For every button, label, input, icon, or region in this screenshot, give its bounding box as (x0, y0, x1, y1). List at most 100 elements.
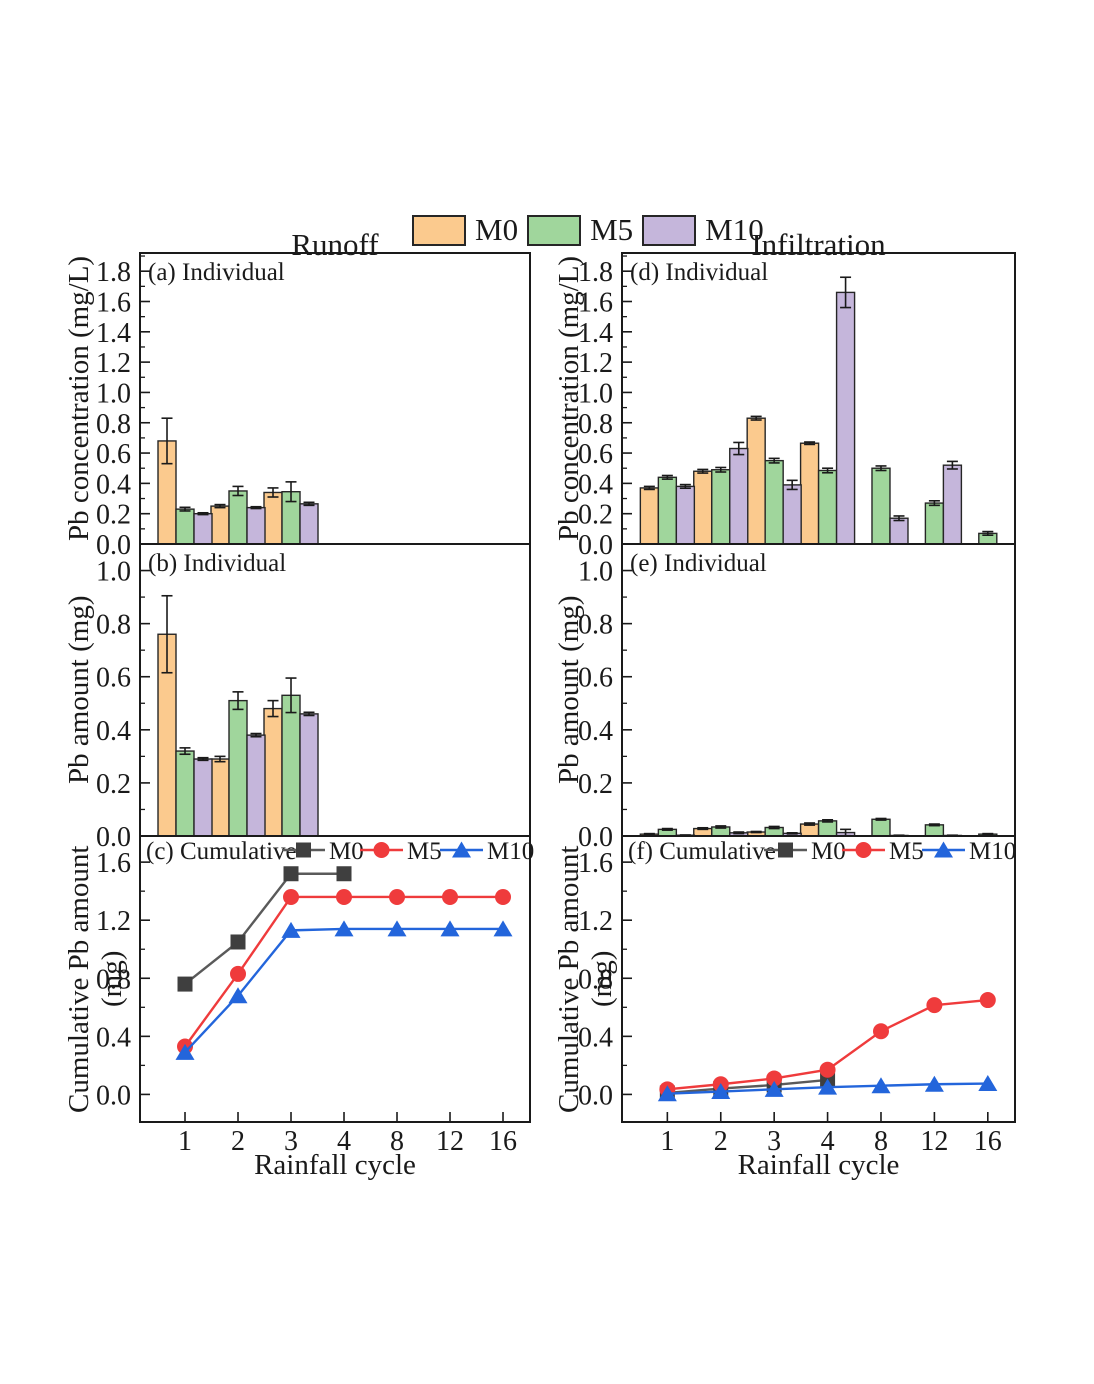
bar-m10-cycle-1 (193, 758, 213, 837)
marker-m5 (283, 888, 300, 905)
y-axis-title-b: Pb amount (mg) (63, 595, 95, 785)
y-tick-label-d: 1.6 (578, 288, 613, 319)
bar-m5-cycle-8 (871, 818, 891, 837)
bar-m10-cycle-2 (246, 734, 266, 837)
y-axis-title-c: Cumulative Pb amount (mg) (63, 845, 128, 1113)
y-tick-label-e: 0.4 (578, 716, 613, 747)
x-tick-label: 2 (231, 1126, 245, 1157)
legend-label-m5: M5 (407, 838, 442, 865)
y-tick-label-d: 1.2 (578, 348, 613, 379)
bar-m10-cycle-3 (299, 713, 319, 837)
y-tick-label-a: 1.4 (96, 318, 131, 349)
x-axis-title-infiltration: Rainfall cycle (737, 1149, 900, 1181)
x-tick-label: 1 (178, 1126, 192, 1157)
y-tick-label-c: 0.4 (96, 1022, 131, 1053)
y-tick-label-f: 1.2 (578, 906, 613, 937)
legend-marker-m0 (296, 842, 311, 858)
marker-m5 (336, 888, 353, 905)
x-tick-label: 12 (436, 1126, 464, 1157)
y-tick-label-a: 0.2 (96, 500, 131, 531)
marker-m5 (442, 888, 459, 905)
y-tick-label-f: 1.6 (578, 848, 613, 879)
x-tick-label: 3 (284, 1126, 298, 1157)
y-tick-label-e: 1.0 (578, 557, 613, 588)
y-tick-label-e: 0.2 (578, 769, 613, 800)
x-tick-label: 4 (337, 1126, 351, 1157)
y-tick-label-d: 1.8 (578, 257, 613, 288)
marker-m5 (926, 997, 943, 1014)
panel-b-label: (b) Individual (148, 550, 286, 577)
bar-m10-cycle-8 (889, 517, 909, 545)
bar-m5-cycle-1 (657, 476, 678, 545)
legend-swatch-m5 (527, 214, 582, 246)
panel-d-label: (d) Individual (630, 259, 768, 286)
bar-m0-cycle-3 (263, 491, 283, 545)
bar-m0-cycle-3 (263, 707, 283, 837)
panel-f-label: (f) Cumulative (628, 838, 776, 865)
bar-m10-cycle-2 (246, 506, 266, 545)
y-tick-label-b: 0.8 (96, 610, 131, 641)
x-tick-label: 8 (390, 1126, 404, 1157)
marker-m10 (871, 1077, 891, 1094)
y-axis-title-a: Pb concentration (mg/L) (63, 255, 95, 542)
x-tick-label: 16 (489, 1126, 517, 1157)
y-tick-label-d: 0.4 (578, 469, 613, 500)
y-axis-title-e: Pb amount (mg) (553, 595, 585, 785)
y-tick-label-d: 0.2 (578, 500, 613, 531)
bar-m0-cycle-3 (746, 417, 766, 545)
bar-m5-cycle-4 (817, 820, 838, 837)
legend-label-m10: M10 (969, 838, 1016, 865)
y-tick-label-a: 0.0 (96, 530, 131, 561)
bar-m10-cycle-3 (782, 484, 802, 545)
x-tick-label: 8 (874, 1126, 888, 1157)
marker-m10 (978, 1075, 998, 1092)
line-m0 (667, 1078, 828, 1095)
legend-label-m0: M0 (329, 838, 364, 865)
bar-m5-cycle-12 (924, 502, 945, 545)
y-tick-label-b: 0.6 (96, 663, 131, 694)
y-tick-label-a: 0.4 (96, 469, 131, 500)
marker-m5 (389, 888, 406, 905)
marker-m5 (872, 1023, 889, 1040)
marker-m5 (819, 1061, 836, 1078)
y-tick-label-d: 1.0 (578, 378, 613, 409)
legend-label-m0: M0 (475, 212, 519, 247)
panel-c-border (139, 835, 531, 1123)
y-tick-label-f: 0.8 (578, 964, 613, 995)
bar-m10-cycle-2 (729, 447, 749, 545)
y-tick-label-c: 0.8 (96, 964, 131, 995)
marker-m10 (657, 1085, 677, 1102)
legend-label-m0: M0 (811, 838, 846, 865)
marker-m10 (440, 920, 460, 937)
bar-m5-cycle-2 (228, 699, 248, 837)
y-tick-label-a: 0.6 (96, 439, 131, 470)
legend-swatch-m10 (642, 214, 697, 246)
bar-m5-cycle-1 (175, 750, 195, 837)
legend-marker-m0 (778, 842, 793, 858)
y-tick-label-e: 0.0 (578, 822, 613, 853)
marker-m10 (175, 1043, 195, 1060)
bar-m5-cycle-2 (228, 490, 248, 545)
marker-m5 (766, 1070, 783, 1087)
y-tick-label-b: 1.0 (96, 557, 131, 588)
y-tick-label-b: 0.0 (96, 822, 131, 853)
y-tick-label-a: 1.6 (96, 288, 131, 319)
marker-m10 (818, 1078, 838, 1095)
y-tick-label-b: 0.4 (96, 716, 131, 747)
bar-m10-cycle-1 (193, 512, 213, 545)
bar-m0-cycle-1 (639, 487, 660, 545)
y-tick-label-c: 1.2 (96, 906, 131, 937)
legend-marker-m10 (934, 841, 953, 858)
legend-swatch-m0 (412, 214, 466, 246)
bar-m0-cycle-4 (799, 442, 820, 545)
bar-m5-cycle-12 (924, 824, 945, 837)
bar-m5-cycle-1 (175, 508, 195, 545)
y-tick-label-a: 1.0 (96, 378, 131, 409)
bar-m10-cycle-3 (299, 503, 319, 545)
panel-e-border (621, 543, 1016, 837)
y-tick-label-c: 0.0 (96, 1080, 131, 1111)
y-tick-label-c: 1.6 (96, 848, 131, 879)
bar-m10-cycle-12 (942, 464, 963, 545)
x-tick-label: 3 (767, 1126, 781, 1157)
